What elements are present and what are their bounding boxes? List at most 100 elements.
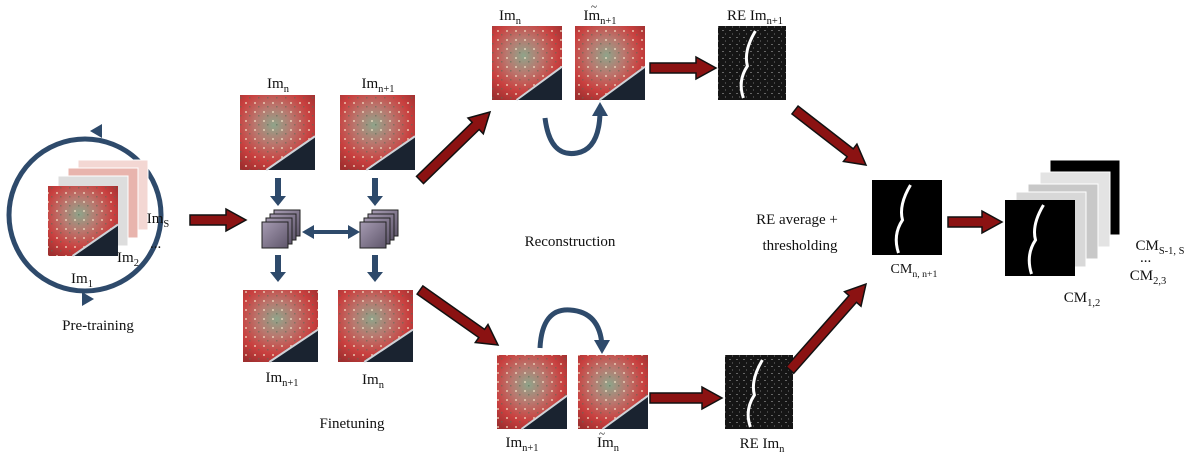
image-coast	[363, 328, 414, 363]
cycle	[537, 307, 605, 349]
label-base: Im	[361, 76, 378, 92]
label: Finetuning	[319, 416, 385, 432]
label: CMS-1, S	[1135, 238, 1184, 257]
arrow-head	[270, 272, 286, 282]
label-sub: n+1	[600, 16, 616, 27]
arrow-head	[302, 225, 314, 239]
image-coast	[268, 328, 319, 363]
label-sub: n+1	[282, 378, 298, 389]
label-base: Im	[265, 370, 282, 386]
label-sub: n	[779, 444, 785, 455]
label-base: Im	[499, 8, 516, 24]
label: ...	[150, 236, 161, 252]
label: CMn, n+1	[891, 262, 938, 280]
label-base: Im	[583, 8, 600, 24]
label-sub: n+1	[522, 443, 538, 454]
arrow	[415, 110, 492, 185]
label-base: CM	[1135, 238, 1158, 254]
arrow-shaft	[372, 178, 378, 198]
image-coast	[365, 135, 416, 171]
error-map-path	[746, 359, 764, 428]
feature-map	[359, 221, 387, 249]
label-accent: ~	[591, 1, 597, 13]
label: Imn	[597, 435, 620, 454]
arrow	[189, 207, 248, 233]
arrow-head	[348, 225, 360, 239]
arrow	[649, 385, 724, 411]
label-base: Im	[117, 250, 134, 266]
arrow-head	[367, 272, 383, 282]
arrow-shaft	[275, 178, 281, 198]
label: Im1	[71, 271, 93, 290]
label: thresholding	[763, 238, 838, 254]
label: RE Imn+1	[727, 8, 783, 27]
image-coast	[601, 394, 649, 430]
arrow-shaft	[372, 255, 378, 274]
label-sub: n	[379, 380, 385, 391]
label-base: CM	[891, 262, 913, 277]
label-sub: n+1	[767, 16, 783, 27]
feature-map	[261, 221, 289, 249]
label: Im2	[117, 250, 139, 269]
loop-head	[82, 292, 94, 306]
loop-head	[90, 124, 102, 138]
label-sub: n	[284, 84, 290, 95]
label-sub: n	[614, 443, 620, 454]
label-base: Im	[147, 211, 164, 227]
cycle	[542, 112, 603, 157]
image-coast	[515, 65, 563, 101]
loop	[6, 136, 164, 294]
label: Imn	[267, 76, 290, 95]
label-base: CM	[1064, 290, 1087, 306]
label: RE average +	[756, 212, 838, 228]
label-sub: S-1, S	[1159, 246, 1185, 257]
label: Imn	[499, 8, 522, 27]
label-base: CM	[1130, 268, 1153, 284]
label-base: Im	[597, 435, 614, 451]
label: Imn+1	[583, 8, 616, 27]
label-base: Im	[71, 271, 88, 287]
image-coast	[598, 65, 646, 101]
label-sub: 2,3	[1153, 276, 1166, 287]
label-base: Im	[362, 372, 379, 388]
label: Pre-training	[62, 318, 134, 334]
label: CM2,3	[1130, 268, 1166, 287]
image-coast	[265, 135, 316, 171]
label-sub: 1	[88, 279, 93, 290]
arrow-shaft	[275, 255, 281, 274]
label-sub: n+1	[378, 84, 394, 95]
label: CM1,2	[1064, 290, 1100, 309]
label-sub: 1,2	[1087, 298, 1100, 309]
image-coast	[520, 394, 568, 430]
label-accent: ~	[599, 428, 605, 440]
arrow	[947, 209, 1004, 235]
label-base: RE Im	[727, 8, 767, 24]
error-map-path	[894, 184, 912, 254]
label-sub: n	[516, 16, 522, 27]
label: Imn+1	[361, 76, 394, 95]
arrow-head	[367, 196, 383, 206]
label: Imn+1	[265, 370, 298, 389]
label-sub: S	[163, 219, 169, 230]
arrow	[649, 55, 718, 81]
label-base: RE Im	[740, 436, 780, 452]
arrow-head	[592, 102, 608, 116]
label: RE Imn	[740, 436, 786, 455]
label: Reconstruction	[525, 234, 616, 250]
arrow-head	[594, 340, 610, 354]
label: ...	[1140, 250, 1151, 266]
arrow	[416, 284, 500, 346]
label-base: Im	[505, 435, 522, 451]
image-coast	[71, 223, 119, 257]
arrow	[785, 282, 868, 375]
error-map-path	[739, 30, 757, 99]
label-sub: n, n+1	[912, 269, 937, 280]
error-map-path	[1027, 204, 1045, 275]
label-base: Im	[267, 76, 284, 92]
arrow	[790, 104, 868, 166]
label-sub: 2	[134, 258, 139, 269]
label: ImS	[147, 211, 170, 230]
label: Imn+1	[505, 435, 538, 454]
